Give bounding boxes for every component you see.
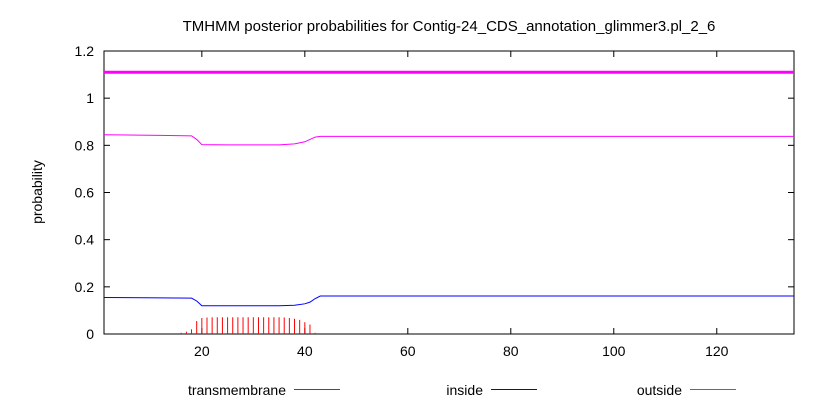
x-tick-label: 100 (602, 343, 626, 359)
legend-label: outside (637, 382, 682, 398)
legend-item-outside: outside (637, 382, 736, 398)
y-tick-label: 1.2 (75, 43, 95, 59)
x-tick-label: 120 (705, 343, 729, 359)
plot-frame (103, 50, 795, 335)
series-transmembrane (180, 317, 316, 334)
legend-item-inside: inside (446, 382, 537, 398)
y-tick-label: 0.6 (75, 185, 95, 201)
chart-title: TMHMM posterior probabilities for Contig… (183, 18, 716, 35)
series-outside (103, 134, 794, 146)
y-tick-label: 0.4 (75, 232, 95, 248)
y-tick-label: 1 (86, 90, 94, 106)
y-tick-label: 0 (86, 326, 94, 342)
legend-item-transmembrane: transmembrane (188, 382, 340, 398)
x-tick-label: 60 (400, 343, 416, 359)
series-inside (103, 295, 794, 307)
series-line (103, 134, 794, 146)
x-tick-label: 40 (297, 343, 313, 359)
legend-label: transmembrane (188, 382, 286, 398)
y-axis-ticks: 0 0.2 0.4 0.6 0.8 1 1.2 (75, 43, 794, 342)
x-tick-label: 80 (503, 343, 519, 359)
legend-label: inside (446, 382, 483, 398)
series-line (103, 295, 794, 307)
y-tick-label: 0.2 (75, 279, 95, 295)
series-layer (103, 70, 794, 334)
y-tick-label: 0.8 (75, 137, 95, 153)
legend: transmembrane inside outside (188, 382, 736, 398)
y-axis-label: probability (29, 160, 45, 224)
x-axis-ticks: 20 40 60 80 100 120 (194, 51, 729, 359)
x-tick-label: 20 (194, 343, 210, 359)
